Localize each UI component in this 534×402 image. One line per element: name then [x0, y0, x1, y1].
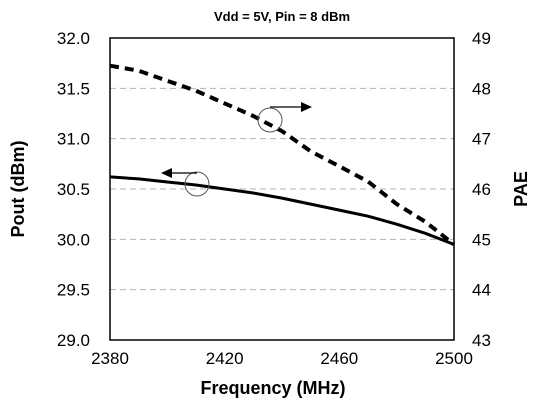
x-tick-label: 2460 — [320, 349, 358, 368]
right-axis-circle-icon — [257, 107, 283, 133]
x-tick-label: 2420 — [206, 349, 244, 368]
y-right-tick-label: 46 — [472, 180, 491, 199]
x-tick-labels: 2380 2420 2460 2500 — [91, 349, 473, 368]
left-axis-circle-icon — [184, 171, 210, 197]
y-left-tick-label: 29.0 — [57, 331, 90, 350]
y-right-tick-label: 47 — [472, 130, 491, 149]
y-left-tick-label: 31.0 — [57, 130, 90, 149]
x-tick-label: 2500 — [435, 349, 473, 368]
series-line-pout — [109, 175, 455, 246]
y-left-axis-title: Pout (dBm) — [8, 141, 28, 238]
y-right-tick-labels: 43 44 45 46 47 48 49 — [472, 29, 491, 350]
y-right-tick-label: 45 — [472, 230, 491, 249]
y-left-tick-labels: 29.0 29.5 30.0 30.5 31.0 31.5 32.0 — [57, 29, 90, 350]
x-axis-title: Frequency (MHz) — [200, 378, 345, 398]
chart-title: Vdd = 5V, Pin = 8 dBm — [214, 9, 350, 24]
y-left-tick-label: 32.0 — [57, 29, 90, 48]
y-right-tick-label: 44 — [472, 281, 491, 300]
y-left-tick-label: 30.5 — [57, 180, 90, 199]
left-arrow-icon — [161, 168, 172, 178]
y-right-tick-label: 43 — [472, 331, 491, 350]
y-right-axis-title: PAE — [511, 171, 531, 207]
plot-frame — [109, 37, 455, 341]
right-axis-indicator — [257, 102, 312, 133]
y-left-tick-label: 31.5 — [57, 79, 90, 98]
y-left-tick-label: 29.5 — [57, 281, 90, 300]
left-axis-indicator — [161, 168, 210, 197]
y-right-tick-label: 48 — [472, 79, 491, 98]
right-arrow-icon — [301, 102, 312, 112]
grid — [110, 87, 454, 291]
y-left-tick-label: 30.0 — [57, 230, 90, 249]
series-lines — [109, 63, 456, 246]
x-tick-label: 2380 — [91, 349, 129, 368]
series-line-pae — [109, 63, 456, 246]
y-right-tick-label: 49 — [472, 29, 491, 48]
